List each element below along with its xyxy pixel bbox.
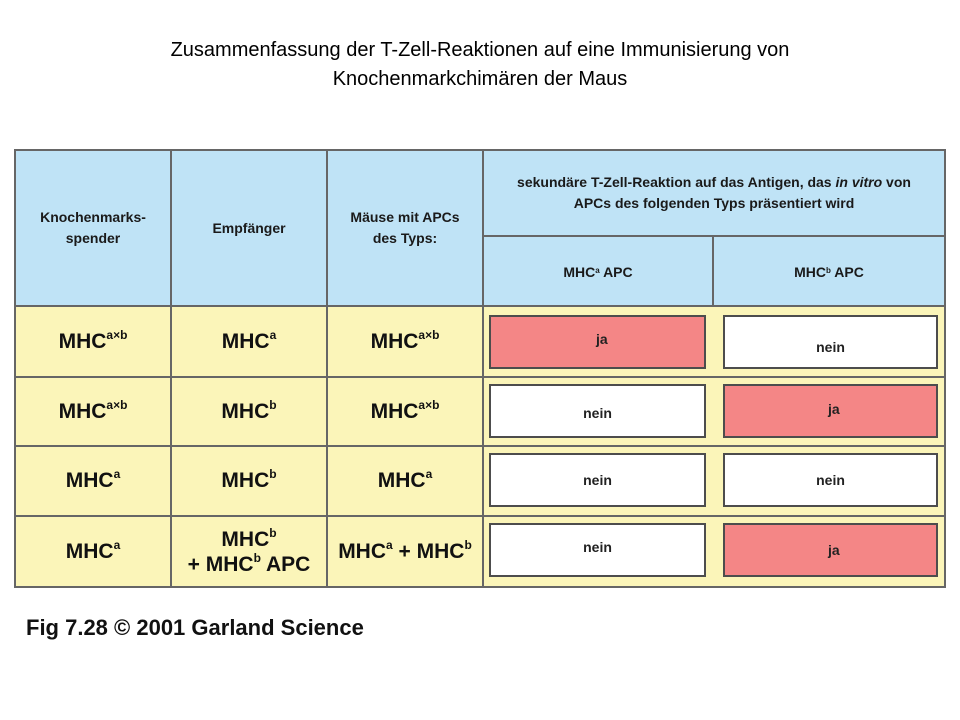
- header-response-pre: sekundäre T-Zell-Reaktion auf das Antige…: [517, 174, 836, 190]
- header-response-post: von: [882, 174, 911, 190]
- response-box-row3-mhc-b: nein: [723, 453, 938, 507]
- response-box-row2-mhc-b: ja: [723, 384, 938, 438]
- table-row-1-recipient: MHCa: [172, 307, 326, 376]
- table-row-2-recipient: MHCb: [172, 378, 326, 445]
- header-apc-mice: Mäuse mit APCs des Typs:: [328, 151, 482, 305]
- header-response-line1: sekundäre T-Zell-Reaktion auf das Antige…: [517, 172, 911, 193]
- header-mhc-a-base: MHC: [563, 263, 596, 280]
- header-mhc-a-apc: MHCa APC: [484, 237, 712, 305]
- table-row-4-donor: MHCa: [16, 517, 170, 586]
- header-response-line2: APCs des folgenden Typs präsentiert wird: [573, 195, 855, 211]
- response-box-row4-mhc-b: ja: [723, 523, 938, 577]
- table-row-1-apc-mice: MHCa×b: [328, 307, 482, 376]
- table-row-1-donor: MHCa×b: [16, 307, 170, 376]
- table-row-3-donor: MHCa: [16, 447, 170, 515]
- header-mhc-a-sup: a: [595, 265, 600, 275]
- page-title: Zusammenfassung der T-Zell-Reaktionen au…: [0, 36, 960, 94]
- figure-caption: Fig 7.28 © 2001 Garland Science: [26, 615, 364, 640]
- table-row-3-apc-mice: MHCa: [328, 447, 482, 515]
- title-line-2: Knochenmarkchimären der Maus: [332, 68, 628, 90]
- header-mhc-b-suffix: APC: [830, 263, 864, 280]
- header-donor-line2: spender: [65, 230, 121, 246]
- chimera-table: Knochenmarks- spender Empfänger Mäuse mi…: [14, 149, 946, 588]
- header-mhc-b-sup: b: [826, 265, 831, 275]
- header-donor-line1: Knochenmarks-: [40, 209, 146, 225]
- table-row-2-donor: MHCa×b: [16, 378, 170, 445]
- header-apc-mice-line2: des Typs:: [372, 230, 438, 246]
- response-box-row2-mhc-a: nein: [489, 384, 706, 438]
- header-recipient-label: Empfänger: [212, 219, 286, 236]
- table-row-3-recipient: MHCb: [172, 447, 326, 515]
- table-row-4-recipient: MHCb + MHCb APC: [172, 517, 326, 586]
- title-line-1: Zusammenfassung der T-Zell-Reaktionen au…: [170, 39, 790, 61]
- header-mhc-b-apc: MHCb APC: [714, 237, 944, 305]
- header-apc-mice-line1: Mäuse mit APCs: [350, 209, 460, 225]
- header-mhc-b-base: MHC: [794, 263, 827, 280]
- response-box-row1-mhc-b: nein: [723, 315, 938, 369]
- header-recipient: Empfänger: [172, 151, 326, 305]
- table-row-4-apc-mice: MHCa + MHCb: [328, 517, 482, 586]
- header-response: sekundäre T-Zell-Reaktion auf das Antige…: [484, 151, 944, 235]
- header-mhc-a-suffix: APC: [599, 263, 633, 280]
- table-row-2-apc-mice: MHCa×b: [328, 378, 482, 445]
- response-box-row1-mhc-a: ja: [489, 315, 706, 369]
- response-box-row3-mhc-a: nein: [489, 453, 706, 507]
- header-response-italic: in vitro: [835, 174, 883, 190]
- header-donor: Knochenmarks- spender: [16, 151, 170, 305]
- response-box-row4-mhc-a: nein: [489, 523, 706, 577]
